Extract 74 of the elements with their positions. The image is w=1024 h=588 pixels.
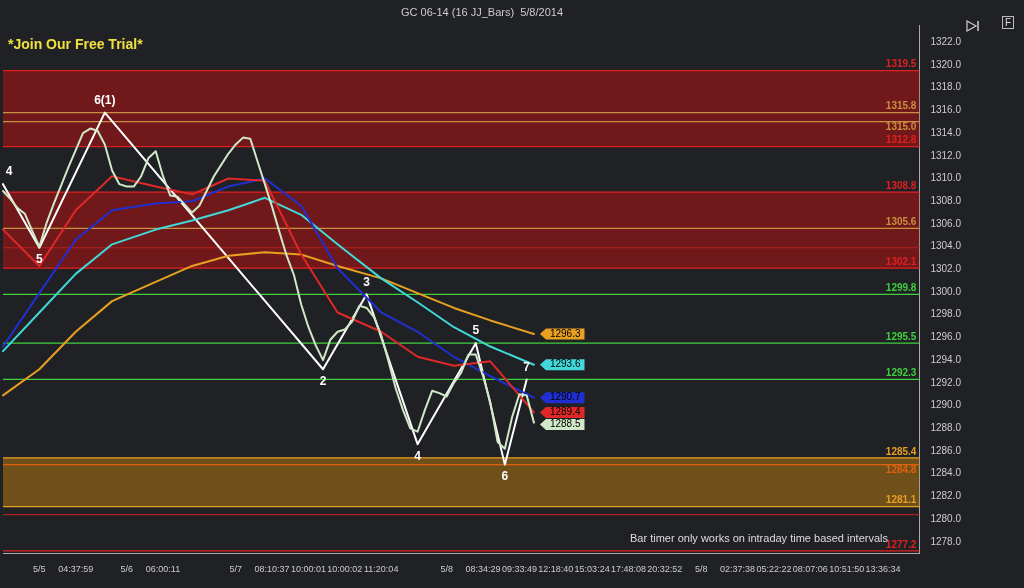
y-tick-label: 1308.0: [930, 194, 962, 206]
annotation: 5: [36, 252, 44, 267]
x-tick-label: 5/5: [33, 564, 46, 575]
y-tick-label: 1316.0: [930, 104, 962, 116]
y-tick-label: 1278.0: [930, 535, 962, 547]
x-tick-label: 15:03:24: [574, 564, 610, 575]
text: F: [1002, 16, 1015, 29]
x-tick-label: 10:51:50: [829, 564, 865, 575]
ref-line-label: 1315.8: [885, 100, 917, 112]
data-label: 1288.5: [549, 418, 581, 430]
x-tick-label: 5/8: [440, 564, 453, 575]
x-tick-label: 17:48:08: [610, 564, 647, 575]
x-tick-label: 04:37:59: [58, 564, 94, 575]
y-tick-label: 1318.0: [930, 81, 962, 93]
x-tick-label: 02:37:38: [720, 564, 756, 575]
ref-line-label: 1299.8: [885, 282, 917, 294]
data-label: 1289.4: [549, 406, 581, 418]
ref-line-label: 1308.8: [885, 179, 917, 191]
y-tick-label: 1292.0: [930, 376, 962, 388]
x-tick-label: 12:18:40: [538, 564, 574, 575]
y-tick-label: 1314.0: [930, 126, 962, 138]
x-tick-label: 08:10:37: [254, 564, 290, 575]
ref-line-label: 1302.1: [885, 255, 917, 267]
ref-line-label: 1312.8: [885, 134, 917, 146]
y-tick-label: 1322.0: [930, 35, 962, 47]
y-tick-label: 1312.0: [930, 149, 962, 161]
annotation: 4: [5, 164, 13, 179]
y-tick-label: 1290.0: [930, 399, 962, 411]
x-tick-label: 10:00:01: [290, 564, 326, 575]
ref-line-label: 1295.5: [885, 330, 917, 342]
annotation: *Join Our Free Trial*: [8, 36, 143, 52]
x-tick-label: 09:33:49: [501, 564, 537, 575]
y-tick-label: 1280.0: [930, 512, 962, 524]
x-tick-label: 5/7: [229, 564, 242, 575]
y-tick-label: 1300.0: [930, 285, 962, 297]
ref-line-label: 1315.0: [885, 121, 917, 133]
x-tick-label: 13:36:34: [865, 564, 901, 575]
annotation: 6(1): [94, 92, 116, 107]
data-label: 1290.7: [549, 391, 581, 403]
data-label: 1296.3: [549, 327, 581, 339]
ref-line-label: 1285.4: [885, 445, 917, 457]
x-tick-label: 08:07:06: [792, 564, 828, 575]
x-tick-label: 20:32:52: [647, 564, 683, 575]
y-tick-label: 1284.0: [930, 467, 962, 479]
chart-title: GC 06-14 (16 JJ_Bars) 5/8/2014: [400, 5, 564, 18]
ref-line-label: 1281.1: [885, 494, 917, 506]
annotation: 3: [363, 274, 371, 289]
ref-line-label: 1284.8: [885, 464, 917, 476]
y-tick-label: 1320.0: [930, 58, 962, 70]
y-tick-label: 1306.0: [930, 217, 962, 229]
ref-line-label: 1319.5: [885, 58, 917, 70]
x-tick-label: 06:00:11: [145, 564, 181, 575]
x-tick-label: 5/8: [694, 564, 708, 575]
ref-line-label: 1305.6: [885, 216, 917, 228]
x-tick-label: 05:22:22: [756, 564, 792, 575]
y-tick-label: 1302.0: [930, 263, 962, 275]
y-tick-label: 1286.0: [930, 444, 962, 456]
x-tick-label: 5/6: [120, 564, 133, 575]
data-label: 1293.6: [549, 358, 581, 370]
ref-line-label: 1292.3: [885, 367, 917, 379]
y-tick-label: 1298.0: [930, 308, 962, 320]
x-tick-label: 08:34:29: [465, 564, 501, 575]
x-tick-label: 11:20:04: [364, 564, 399, 575]
x-tick-label: 10:00:02: [327, 564, 363, 575]
y-tick-label: 1304.0: [930, 240, 962, 252]
y-tick-label: 1294.0: [930, 353, 962, 365]
annotation: 7: [523, 359, 531, 374]
y-tick-label: 1310.0: [930, 172, 962, 184]
y-tick-label: 1282.0: [930, 490, 962, 502]
y-tick-label: 1296.0: [930, 331, 962, 343]
annotation: Bar timer only works on intraday time based intervals: [630, 532, 888, 544]
annotation: 5: [472, 323, 480, 338]
y-tick-label: 1288.0: [930, 422, 962, 434]
annotation: 6: [501, 468, 509, 483]
